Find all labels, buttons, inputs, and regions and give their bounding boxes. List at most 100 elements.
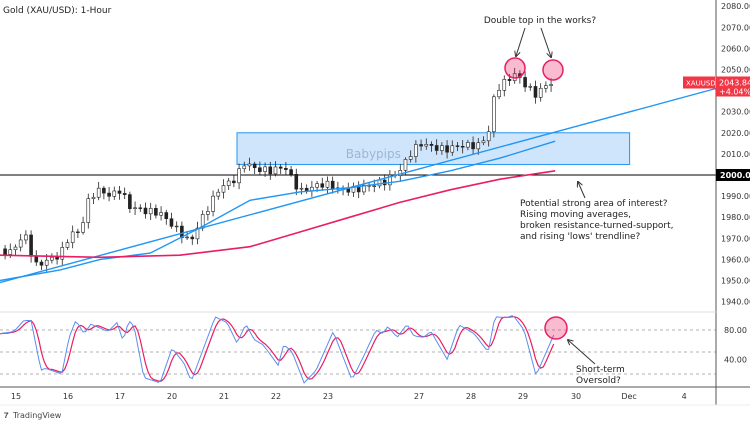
candle-up [226,180,231,186]
candle-up [81,222,85,233]
time-tick-label: 21 [219,392,229,401]
candle-up [247,163,252,167]
candle-down [252,163,257,169]
candle-up [237,168,241,184]
candle-down [455,145,460,147]
level-2000-label: 2000.000 [720,171,750,180]
change-label: +4.04% [719,87,750,96]
candle-up [263,166,267,172]
price-tick-label: 2060.000 [721,44,750,53]
price-tick-label: 1970.000 [721,234,750,243]
candle-down [143,207,148,215]
zone-watermark: Babypips [346,147,401,161]
candle-up [60,247,65,260]
time-tick-label: 27 [414,392,424,401]
candle-down [29,234,33,257]
candle-up [486,131,491,142]
candle-down [232,180,236,184]
candle-up [315,183,319,188]
candle-up [50,256,54,261]
candle-up [65,242,70,248]
price-tick-label: 1990.000 [721,192,750,201]
candle-down [268,166,273,175]
candle-down [289,169,293,175]
candle-up [377,179,382,187]
oversold-note-line: Oversold? [576,376,621,386]
stoch-tick-label: 80.00 [724,326,747,335]
candle-down [190,236,195,240]
candle-down [445,145,449,153]
time-tick-label: 4 [682,392,687,401]
time-tick-label: 28 [466,392,476,401]
price-tick-label: 2050.000 [721,66,750,75]
interest-note-line: Rising moving averages, [520,210,631,220]
candle-up [492,96,496,133]
time-tick-label: 16 [63,392,73,401]
candle-down [419,144,423,147]
candle-down [278,166,283,169]
candle-up [549,84,553,86]
candle-up [242,165,247,170]
candle-up [185,236,189,239]
candle-down [76,231,80,233]
candle-up [8,249,13,255]
time-tick-label: 22 [271,392,281,401]
candle-up [148,207,153,215]
candle-down [39,261,44,266]
candle-up [502,79,507,91]
candle-down [434,145,439,151]
symbol-badge [683,76,715,89]
candle-up [408,156,413,160]
interest-note-line: broken resistance-turned-support, [520,221,674,231]
time-tick-label: 29 [518,392,528,401]
price-tick-label: 2030.000 [721,108,750,117]
candle-down [320,183,325,188]
candle-up [206,211,210,215]
candle-down [128,194,132,209]
highlight-circle [542,59,564,81]
candle-up [440,145,444,151]
axes: 2080.000 2070.000 2060.000 2050.000 2030.000… [0,0,750,406]
level-2000-badge [716,169,750,181]
last-price-label: 2043.845 [719,78,750,87]
arrow [568,340,596,365]
time-tick-label: 15 [11,392,21,401]
symbol-label: XAUUSD [686,79,716,87]
interest-note-line: Potential strong area of interest? [520,199,668,209]
candle-up [211,195,215,212]
time-tick-label: Dec [621,392,636,401]
lows-trendline [0,87,717,284]
candle-down [507,79,512,81]
interest-note-line: and rising 'lows' trendline? [520,232,641,242]
time-tick-label: 30 [571,392,581,401]
candle-down [34,256,39,263]
candle-up [538,87,543,98]
candle-up [159,212,163,216]
candle-up [112,190,117,197]
candle-down [429,143,434,146]
candle-up [450,145,455,153]
candle-down [523,77,527,88]
branding: TradingView [12,411,62,420]
candle-up [424,143,429,147]
candle-up [414,144,418,157]
candle-up [325,180,330,188]
candle-up [216,191,221,197]
candle-up [195,227,200,240]
candle-down [117,190,122,194]
price-tick-label: 1980.000 [721,213,750,222]
double-top-note: Double top in the works? [484,16,597,26]
chart-title: Gold (XAU/USD): 1-Hour [3,6,112,16]
stoch-k-line [0,315,555,384]
arrow [578,182,586,199]
stoch-d-line [0,316,555,382]
price-tick-label: 2010.000 [721,150,750,159]
candle-down [258,167,262,172]
candle-down [154,207,158,216]
candle-down [107,192,111,197]
price-tick-label: 1950.000 [721,277,750,286]
candle-down [3,248,7,255]
annotations: Double top in the works? Potential strong… [484,16,674,386]
candle-up [544,85,548,89]
